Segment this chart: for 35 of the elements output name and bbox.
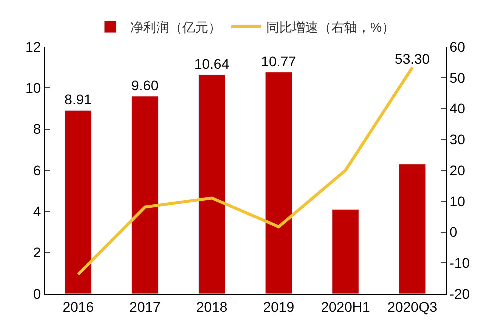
y2-tick-label: 60 <box>450 38 466 55</box>
bar <box>265 72 293 294</box>
y-tick-label: 12 <box>26 38 42 55</box>
bar <box>398 164 426 294</box>
data-label: 8.91 <box>64 92 92 108</box>
y2-tick-label: 30 <box>450 132 466 148</box>
x-tick-label: 2020Q3 <box>388 298 438 315</box>
y2-tick-label: 40 <box>450 100 466 117</box>
legend-label: 净利润（亿元） <box>130 20 222 36</box>
data-label: 53.30 <box>395 51 430 68</box>
y-tick-label: 6 <box>33 162 42 178</box>
y2-tick-label: 20 <box>450 162 466 178</box>
y2-tick-label: 50 <box>450 70 466 86</box>
y2-tick-label: 10 <box>450 193 466 210</box>
y2-tick-label: -10 <box>450 255 470 272</box>
x-tick-label: 2016 <box>62 298 94 315</box>
data-label: 10.64 <box>194 56 230 72</box>
data-label: 9.60 <box>132 77 159 94</box>
x-tick-label: 2017 <box>130 298 162 315</box>
x-tick-label: 2019 <box>263 298 295 315</box>
x-tick-label: 2020H1 <box>321 298 370 315</box>
bar <box>132 96 159 294</box>
y-tick-label: 2 <box>33 244 42 261</box>
bar <box>332 209 360 294</box>
y2-tick-label: 0 <box>450 224 458 240</box>
legend-label: 同比增速（右轴，%） <box>266 20 396 36</box>
y-tick-label: 0 <box>33 286 42 302</box>
y-tick-label: 8 <box>33 121 42 138</box>
bar <box>198 74 226 294</box>
y2-tick-label: -20 <box>450 286 470 302</box>
bar <box>64 110 92 294</box>
y-tick-label: 4 <box>33 204 42 220</box>
x-tick-label: 2018 <box>196 298 228 315</box>
data-label: 10.77 <box>261 53 297 70</box>
y-tick-label: 10 <box>26 80 42 96</box>
